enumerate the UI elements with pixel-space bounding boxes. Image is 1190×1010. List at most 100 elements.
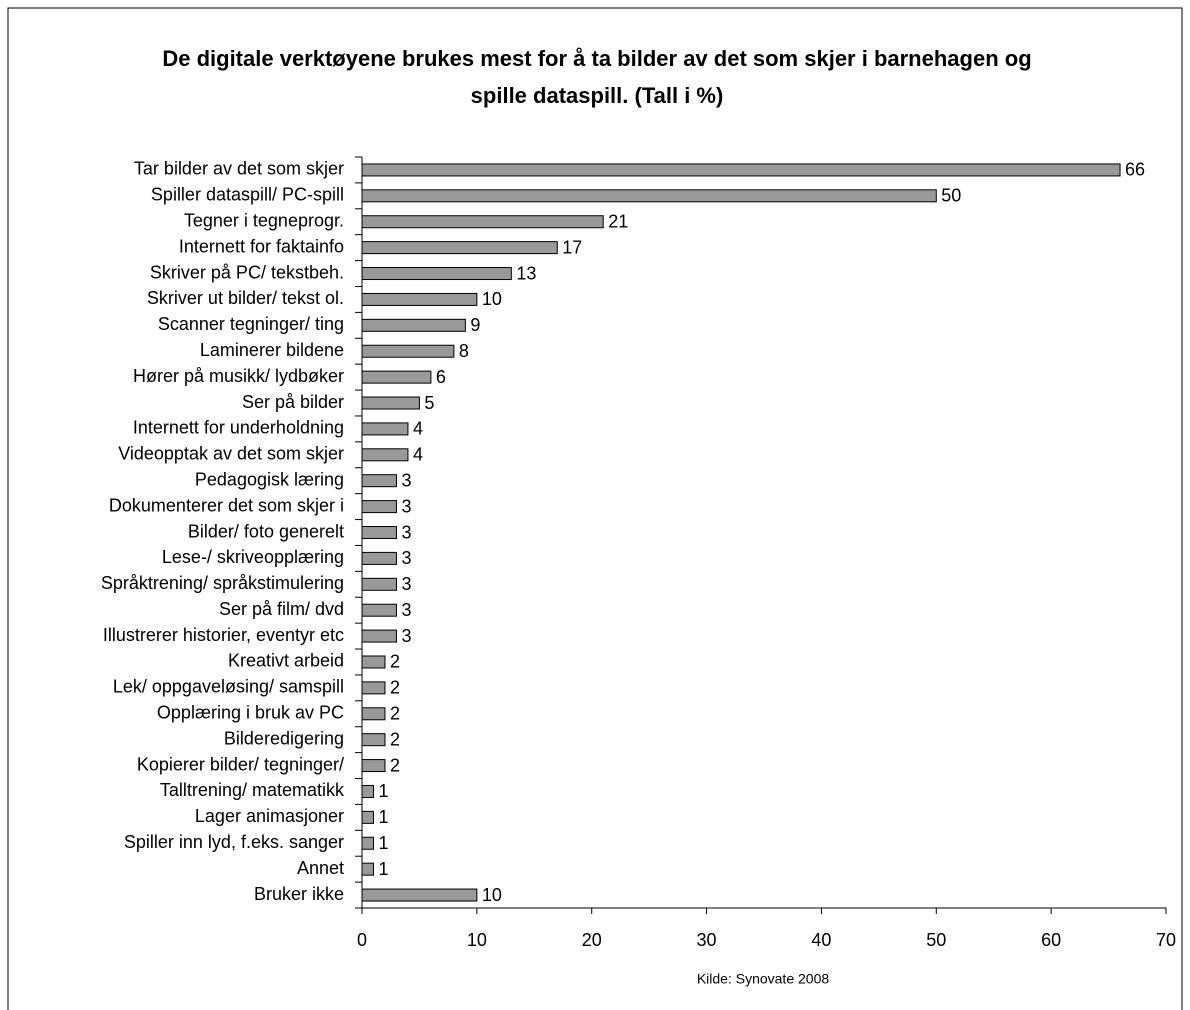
y-tick-label: Internett for faktainfo [179,236,344,256]
value-label: 21 [608,211,628,231]
value-label: 1 [378,781,388,801]
value-label: 2 [390,729,400,749]
bar [361,810,374,824]
value-label: 6 [436,367,446,387]
y-tick-label: Lek/ oppgaveløsing/ samspill [113,677,344,697]
bar [361,862,374,876]
bar [361,448,409,462]
y-tick-label: Pedagogisk læring [195,469,344,489]
bar [361,474,397,488]
y-tick-label: Bilder/ foto generelt [188,521,344,541]
bar [361,784,374,798]
value-label: 1 [378,833,388,853]
value-label: 13 [516,263,536,283]
bar [361,888,478,902]
value-label: 4 [413,445,423,465]
bar [361,318,466,332]
value-label: 3 [401,600,411,620]
value-label: 1 [378,859,388,879]
bar [361,215,604,229]
y-tick-label: Laminerer bildene [200,340,344,360]
bar [361,422,409,436]
value-label: 5 [424,393,434,413]
y-tick-label: Kopierer bilder/ tegninger/ [137,754,344,774]
x-tick-label: 60 [1041,930,1061,950]
y-tick-label: Lager animasjoner [195,806,344,826]
bar [361,759,386,773]
y-tick-label: Scanner tegninger/ ting [158,314,344,334]
value-label: 1 [378,807,388,827]
bar [361,707,386,721]
y-tick-label: Spiller dataspill/ PC-spill [151,185,344,205]
value-label: 3 [401,470,411,490]
value-label: 10 [482,885,502,905]
value-label: 2 [390,704,400,724]
y-tick-label: Spiller inn lyd, f.eks. sanger [124,832,344,852]
value-label: 2 [390,652,400,672]
bar [361,500,397,514]
x-tick-label: 30 [697,930,717,950]
y-tick-label: Talltrening/ matematikk [160,780,345,800]
y-tick-label: Ser på film/ dvd [219,599,344,619]
source: Kilde: Synovate 2008 [697,971,830,987]
y-tick-label: Internett for underholdning [133,418,344,438]
x-tick-label: 20 [582,930,602,950]
bar [361,189,937,203]
y-tick-label: Dokumenterer det som skjer i [109,495,344,515]
bar [361,577,397,591]
bar [361,629,397,643]
y-tick-label: Annet [297,858,344,878]
y-tick-label: Kreativt arbeid [228,651,344,671]
y-tick-label: Tegner i tegneprogr. [184,210,344,230]
value-label: 3 [401,574,411,594]
x-tick-label: 40 [811,930,831,950]
bar [361,551,397,565]
bar [361,836,374,850]
y-tick-label: Opplæring i bruk av PC [157,703,344,723]
y-tick-label: Lese-/ skriveopplæring [162,547,344,567]
value-label: 2 [390,678,400,698]
value-label: 8 [459,341,469,361]
value-label: 50 [941,186,961,206]
bar [361,396,420,410]
bar [361,603,397,617]
y-tick-label: Bilderedigering [224,728,344,748]
x-tick-label: 0 [357,930,367,950]
bar [361,267,512,281]
y-tick-label: Skriver på PC/ tekstbeh. [150,262,344,282]
value-label: 3 [401,548,411,568]
frame [7,7,1183,1010]
value-label: 10 [482,289,502,309]
bar [361,733,386,747]
value-label: 66 [1125,160,1145,180]
y-tick-label: Illustrerer historier, eventyr etc [103,625,344,645]
value-label: 3 [401,496,411,516]
bar [361,655,386,669]
value-label: 3 [401,522,411,542]
bar [361,163,1121,177]
y-tick-label: Videopptak av det som skjer [118,444,344,464]
y-tick-label: Hører på musikk/ lydbøker [133,366,344,386]
bar [361,292,478,306]
y-tick-label: Bruker ikke [254,884,344,904]
y-tick-label: Ser på bilder [242,392,344,412]
bar [361,526,397,539]
chart-title: De digitale verktøyene brukes mest for å… [162,46,1032,108]
bar [361,344,455,358]
bar [361,241,558,255]
bar [361,370,432,384]
value-label: 17 [562,237,582,257]
value-label: 4 [413,419,423,439]
x-tick-label: 10 [467,930,487,950]
y-tick-label: Språktrening/ språkstimulering [101,573,344,593]
value-label: 2 [390,755,400,775]
value-label: 3 [401,626,411,646]
value-label: 9 [470,315,480,335]
bar [361,681,386,695]
x-tick-label: 70 [1156,930,1176,950]
x-tick-label: 50 [926,930,946,950]
y-tick-label: Tar bilder av det som skjer [134,159,344,179]
y-tick-label: Skriver ut bilder/ tekst ol. [147,288,344,308]
